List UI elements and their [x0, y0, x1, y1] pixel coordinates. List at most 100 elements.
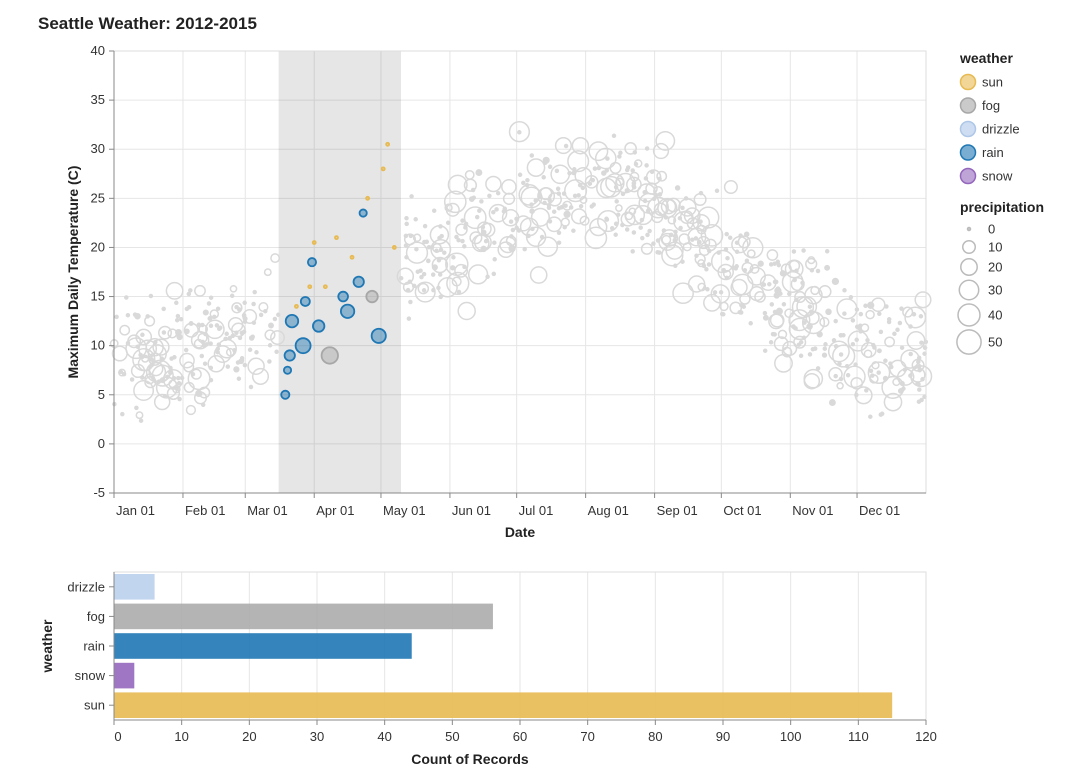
scatter-point[interactable]	[693, 192, 707, 207]
scatter-point[interactable]	[645, 232, 650, 238]
scatter-point-rain[interactable]	[352, 275, 365, 288]
scatter-point[interactable]	[850, 318, 856, 323]
scatter-point[interactable]	[644, 146, 650, 151]
scatter-point[interactable]	[878, 412, 884, 417]
scatter-point[interactable]	[674, 185, 681, 191]
scatter-point[interactable]	[447, 174, 468, 195]
scatter-point[interactable]	[167, 328, 178, 339]
scatter-point[interactable]	[425, 258, 431, 264]
scatter-point[interactable]	[614, 199, 619, 204]
scatter-point[interactable]	[647, 196, 669, 219]
scatter-point[interactable]	[161, 330, 167, 335]
scatter-point-sun[interactable]	[307, 284, 313, 290]
scatter-point[interactable]	[422, 223, 428, 229]
scatter-point[interactable]	[153, 339, 158, 345]
scatter-point[interactable]	[584, 226, 608, 250]
scatter-point[interactable]	[510, 227, 516, 233]
scatter-point[interactable]	[417, 282, 430, 295]
scatter-point[interactable]	[865, 309, 875, 320]
scatter-point[interactable]	[655, 238, 661, 243]
scatter-point[interactable]	[178, 316, 184, 322]
scatter-point[interactable]	[918, 314, 924, 319]
scatter-point[interactable]	[214, 323, 220, 328]
scatter-point[interactable]	[546, 205, 552, 211]
scatter-point[interactable]	[683, 207, 701, 225]
scatter-point[interactable]	[161, 306, 166, 312]
scatter-point[interactable]	[125, 312, 131, 318]
scatter-point[interactable]	[630, 249, 635, 254]
scatter-point[interactable]	[508, 121, 531, 143]
scatter-point[interactable]	[729, 301, 743, 315]
scatter-point[interactable]	[837, 361, 842, 366]
scatter-point[interactable]	[517, 172, 523, 178]
scatter-point[interactable]	[408, 233, 414, 239]
scatter-point[interactable]	[777, 329, 788, 340]
scatter-point[interactable]	[135, 344, 140, 349]
scatter-point[interactable]	[563, 143, 569, 149]
scatter-point[interactable]	[413, 217, 418, 222]
scatter-point[interactable]	[463, 206, 487, 230]
scatter-point[interactable]	[183, 347, 189, 353]
legend-label-fog[interactable]: fog	[982, 98, 1000, 113]
scatter-point[interactable]	[828, 399, 836, 407]
scatter-point[interactable]	[718, 290, 724, 295]
scatter-point[interactable]	[858, 311, 864, 317]
scatter-point[interactable]	[640, 235, 645, 241]
scatter-point-sun[interactable]	[385, 141, 391, 147]
scatter-point[interactable]	[791, 324, 796, 329]
scatter-point[interactable]	[757, 260, 764, 267]
scatter-point[interactable]	[477, 208, 482, 213]
scatter-point[interactable]	[807, 304, 813, 309]
scatter-point[interactable]	[124, 295, 129, 300]
scatter-point-sun[interactable]	[349, 254, 355, 260]
scatter-point[interactable]	[580, 185, 586, 191]
scatter-point[interactable]	[775, 286, 781, 291]
scatter-point[interactable]	[624, 188, 630, 193]
scatter-point[interactable]	[841, 332, 846, 338]
scatter-point[interactable]	[454, 234, 459, 240]
scatter-point[interactable]	[631, 185, 637, 190]
scatter-point[interactable]	[456, 237, 461, 243]
scatter-point[interactable]	[556, 205, 562, 211]
scatter-point-rain[interactable]	[283, 349, 296, 362]
scatter-point[interactable]	[479, 199, 484, 204]
scatter-point[interactable]	[424, 239, 430, 245]
scatter-point-rain[interactable]	[294, 337, 312, 355]
scatter-point[interactable]	[554, 137, 572, 155]
scatter-point[interactable]	[554, 168, 560, 174]
scatter-point[interactable]	[263, 308, 268, 314]
bar-marks[interactable]	[114, 574, 893, 718]
scatter-point[interactable]	[842, 288, 847, 293]
scatter-point[interactable]	[247, 357, 265, 375]
scatter-point[interactable]	[174, 317, 180, 323]
scatter-point[interactable]	[604, 168, 610, 173]
scatter-point[interactable]	[889, 359, 907, 378]
scatter-point[interactable]	[640, 242, 653, 255]
scatter-point[interactable]	[190, 368, 202, 380]
scatter-point[interactable]	[546, 216, 563, 233]
scatter-point[interactable]	[443, 190, 467, 214]
scatter-point-sun[interactable]	[391, 245, 397, 250]
scatter-point[interactable]	[239, 330, 245, 336]
scatter-point[interactable]	[642, 189, 647, 195]
scatter-point[interactable]	[236, 376, 242, 381]
scatter-point[interactable]	[114, 314, 119, 320]
scatter-point[interactable]	[710, 249, 735, 274]
scatter-point[interactable]	[525, 177, 530, 183]
scatter-point[interactable]	[194, 284, 206, 297]
scatter-point[interactable]	[396, 267, 415, 286]
scatter-point[interactable]	[183, 361, 195, 373]
scatter-point[interactable]	[208, 323, 214, 329]
scatter-point[interactable]	[798, 339, 804, 345]
scatter-point[interactable]	[200, 322, 205, 328]
scatter-point[interactable]	[460, 218, 465, 223]
scatter-point[interactable]	[778, 291, 783, 296]
scatter-point[interactable]	[838, 352, 844, 357]
scatter-point[interactable]	[190, 331, 210, 350]
scatter-point[interactable]	[199, 353, 205, 359]
scatter-point[interactable]	[135, 328, 153, 346]
scatter-point[interactable]	[186, 291, 192, 297]
scatter-point[interactable]	[772, 261, 777, 266]
scatter-point[interactable]	[414, 246, 419, 252]
scatter-point[interactable]	[225, 364, 231, 369]
